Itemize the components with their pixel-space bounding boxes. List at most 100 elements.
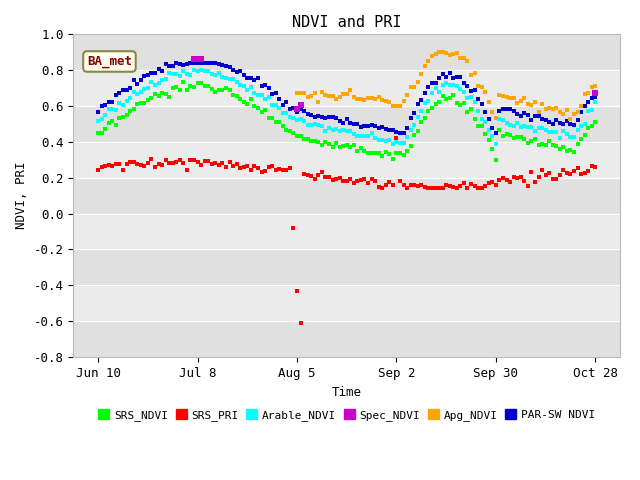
Point (274, 104, 284, 112)
Point (431, 84, 441, 92)
Point (264, 114, 274, 122)
Point (413, 100, 423, 108)
Point (278, 109, 288, 117)
Point (416, 181, 426, 189)
Point (225, 75, 235, 83)
Point (455, 54, 465, 62)
Point (125, 158, 135, 166)
Point (253, 164, 263, 171)
Point (519, 135, 529, 143)
Point (207, 85, 217, 93)
Point (367, 94, 377, 101)
Point (143, 84, 153, 91)
Point (583, 98, 593, 106)
Point (413, 182, 423, 190)
Point (565, 115, 575, 123)
Point (313, 98, 323, 106)
Point (576, 108, 586, 116)
Point (136, 88, 146, 96)
Point (501, 131, 511, 138)
Point (445, 94, 455, 102)
Point (455, 73, 465, 81)
Point (118, 86, 128, 94)
Point (310, 120, 320, 127)
Point (399, 139, 409, 147)
Point (303, 171, 313, 179)
Point (587, 94, 597, 101)
Point (299, 107, 309, 115)
Point (551, 142, 561, 150)
Point (587, 162, 597, 169)
Bar (73, 178, 620, 214)
Point (228, 91, 238, 98)
Point (360, 132, 370, 140)
Point (189, 66, 199, 74)
Point (470, 182, 480, 190)
Point (122, 97, 132, 105)
Point (324, 92, 334, 100)
Point (409, 181, 419, 189)
Point (232, 68, 242, 75)
Point (285, 164, 295, 172)
Point (235, 96, 245, 103)
Point (161, 90, 171, 98)
X-axis label: Time: Time (332, 385, 362, 398)
Point (363, 122, 373, 130)
Point (491, 140, 501, 148)
Point (367, 129, 377, 137)
Point (427, 184, 437, 192)
Point (565, 120, 575, 127)
Point (420, 183, 430, 191)
Point (193, 55, 203, 63)
Point (221, 84, 231, 92)
Point (335, 117, 345, 125)
Point (360, 175, 370, 182)
Point (267, 101, 277, 109)
Point (544, 168, 554, 176)
Point (551, 104, 561, 112)
Point (132, 161, 142, 168)
Point (267, 162, 277, 170)
Point (374, 149, 384, 156)
Point (416, 118, 426, 125)
Point (179, 68, 189, 75)
Point (296, 132, 306, 140)
Point (196, 161, 206, 168)
Point (491, 181, 501, 189)
Point (409, 83, 419, 91)
Point (409, 131, 419, 138)
Point (157, 161, 167, 169)
Point (466, 71, 476, 78)
Point (466, 106, 476, 113)
Point (569, 148, 579, 156)
Point (125, 107, 135, 115)
Point (292, 90, 302, 97)
Point (530, 178, 540, 185)
Point (257, 82, 267, 90)
Point (377, 152, 387, 160)
Point (232, 92, 242, 100)
Point (164, 159, 174, 167)
Point (431, 79, 441, 87)
Point (494, 115, 504, 123)
Point (143, 159, 153, 167)
Point (388, 126, 398, 134)
Point (434, 48, 444, 56)
Point (509, 95, 519, 102)
Point (565, 133, 575, 141)
Point (530, 135, 540, 143)
Point (257, 91, 267, 99)
Point (395, 129, 405, 136)
Point (434, 98, 444, 106)
Point (104, 119, 114, 127)
Point (462, 57, 472, 65)
Point (289, 224, 299, 232)
Point (548, 120, 558, 127)
Point (370, 95, 380, 103)
Point (438, 48, 448, 56)
Point (115, 99, 125, 107)
Point (374, 136, 384, 144)
Point (303, 121, 313, 129)
Point (331, 125, 341, 133)
Point (459, 88, 469, 96)
